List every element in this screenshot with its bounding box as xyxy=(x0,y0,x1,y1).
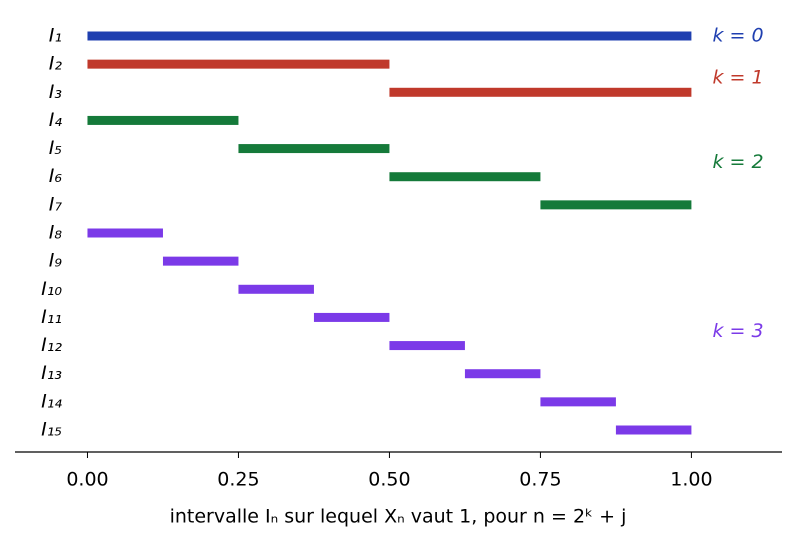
legend-label: k = 3 xyxy=(712,320,763,342)
x-tick-label: 0.00 xyxy=(66,469,108,491)
interval-bar xyxy=(540,200,692,210)
x-tick-label: 0.75 xyxy=(519,469,561,491)
interval-bar xyxy=(389,87,692,97)
interval-bar xyxy=(87,115,239,125)
row-label: I₁₃ xyxy=(41,362,62,384)
row-label: I₁₁ xyxy=(41,306,62,328)
interval-bar xyxy=(87,228,163,238)
legend-label: k = 2 xyxy=(712,151,763,173)
x-axis-label: intervalle Iₙ sur lequel Xₙ vaut 1, pour… xyxy=(170,506,627,528)
row-label: I₈ xyxy=(49,222,63,244)
row-label: I₄ xyxy=(49,109,63,131)
row-label: I₁₀ xyxy=(41,278,62,300)
x-tick-label: 0.25 xyxy=(217,469,259,491)
interval-bar xyxy=(162,256,239,266)
row-label: I₃ xyxy=(49,81,62,103)
row-label: I₇ xyxy=(49,193,63,215)
legend-label: k = 0 xyxy=(712,25,763,47)
interval-bar xyxy=(238,284,314,294)
row-label: I₉ xyxy=(49,250,63,272)
row-label: I₂ xyxy=(49,53,63,75)
interval-bar xyxy=(87,31,692,41)
x-tick-label: 1.00 xyxy=(670,469,712,491)
interval-bar xyxy=(87,59,390,69)
row-label: I₁₅ xyxy=(41,419,62,441)
interval-bar xyxy=(464,369,541,379)
row-label: I₁ xyxy=(49,25,62,47)
interval-bar xyxy=(238,144,390,154)
row-label: I₁₂ xyxy=(41,334,62,356)
legend-label: k = 1 xyxy=(712,67,763,89)
row-label: I₅ xyxy=(49,137,62,159)
row-label: I₆ xyxy=(49,165,63,187)
interval-bar xyxy=(313,312,390,322)
row-label: I₁₄ xyxy=(41,390,62,412)
interval-bar xyxy=(540,397,616,407)
interval-bar xyxy=(615,425,692,435)
interval-bar xyxy=(389,341,465,351)
interval-bar xyxy=(389,172,541,182)
x-tick-label: 0.50 xyxy=(368,469,410,491)
